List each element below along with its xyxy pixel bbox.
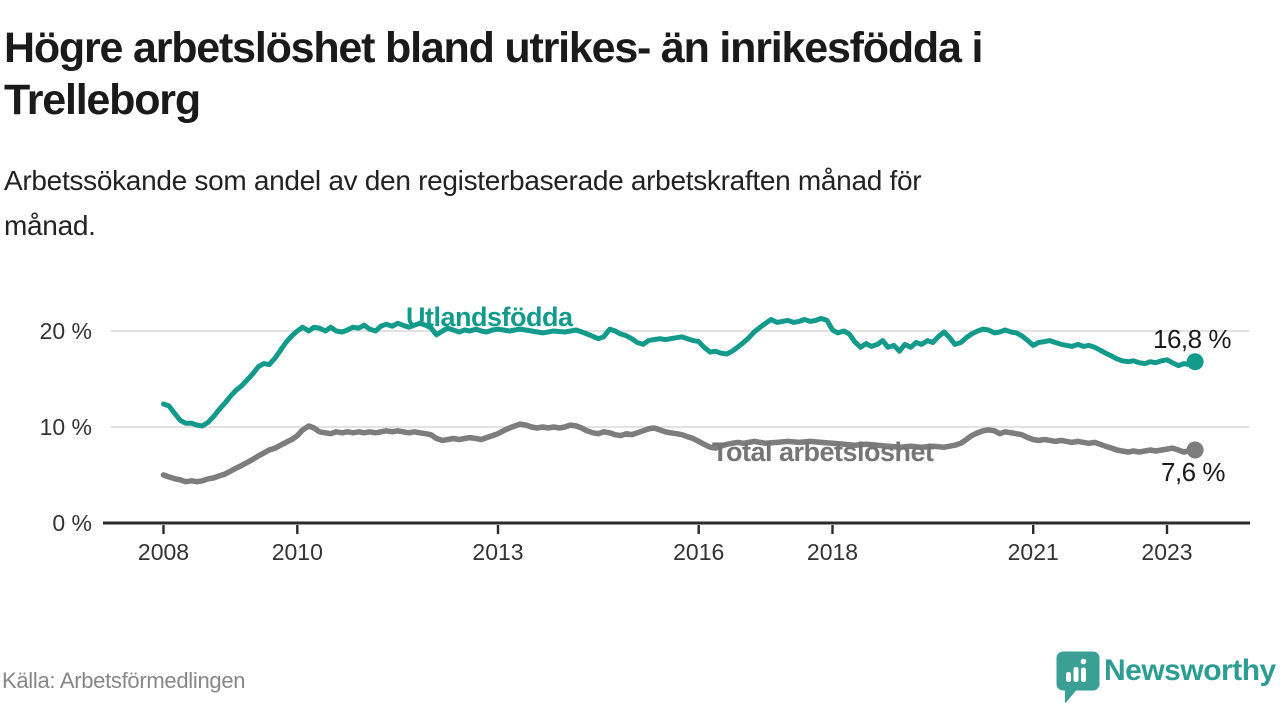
x-axis-tick-label: 2021	[1008, 539, 1059, 565]
x-axis-tick-label: 2013	[472, 539, 523, 565]
series-label-utlandsfodda: Utlandsfödda	[406, 302, 573, 332]
brand-name: Newsworthy	[1104, 654, 1276, 687]
page-subtitle: Arbetssökande som andel av den registerb…	[4, 158, 1204, 248]
x-axis-tick-label: 2018	[807, 539, 858, 565]
end-value-label-total: 7,6 %	[1161, 457, 1226, 487]
line-chart: 2008 2010 2013 2016 2018 2021 2023 0 % 10 % 20 %	[40, 316, 1250, 565]
data-line-total	[160, 421, 1198, 485]
page-title-line-2: Trelleborg	[4, 76, 201, 124]
y-axis-tick-label: 0 %	[52, 510, 92, 536]
x-axis-tick-label: 2010	[272, 539, 323, 565]
page-title: Högre arbetslöshet bland utrikes- än inr…	[4, 22, 1244, 126]
page-title-line-1: Högre arbetslöshet bland utrikes- än inr…	[4, 24, 983, 72]
x-axis-tick-label: 2023	[1141, 539, 1192, 565]
end-value-label-utlandsfodda: 16,8 %	[1153, 324, 1231, 354]
y-axis-tick-label: 10 %	[40, 414, 92, 440]
logo-exclamation-stem	[1081, 667, 1086, 682]
series-label-total-arbetsloshet: Total arbetslöshet	[712, 437, 934, 467]
y-axis-tick-label: 20 %	[40, 318, 92, 344]
source-note: Källa: Arbetsförmedlingen	[2, 668, 246, 693]
page-subtitle-line-1: Arbetssökande som andel av den registerb…	[4, 165, 922, 196]
data-line-utlandsfodda	[161, 316, 1198, 429]
page-subtitle-line-2: månad.	[4, 210, 96, 241]
end-point-marker-total	[1186, 441, 1204, 459]
x-axis-tick-label: 2008	[138, 539, 189, 565]
logo-bar-medium	[1073, 667, 1079, 682]
end-point-marker-utlandsfodda	[1186, 353, 1204, 371]
logo-bar-short	[1066, 672, 1071, 682]
logo-exclamation-dot	[1080, 658, 1087, 665]
x-axis-tick-label: 2016	[673, 539, 724, 565]
newsworthy-logo-icon	[1056, 651, 1100, 703]
